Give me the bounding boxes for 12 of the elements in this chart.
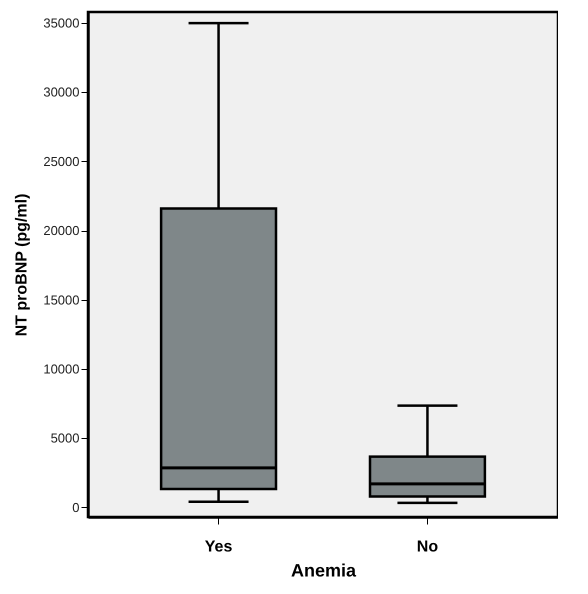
y-tick-label: 35000 xyxy=(43,16,80,31)
y-tick-label: 10000 xyxy=(43,361,80,376)
x-tick-label: No xyxy=(416,538,438,556)
y-tick-label: 30000 xyxy=(43,84,80,100)
y-tick-label: 15000 xyxy=(43,292,80,308)
x-tick-label: Yes xyxy=(204,538,232,556)
y-tick-label: 0 xyxy=(72,500,80,515)
y-tick-label: 5000 xyxy=(50,430,80,446)
y-axis-title: NT proBNP (pg/ml) xyxy=(13,194,30,336)
y-tick-label: 20000 xyxy=(43,223,80,238)
x-axis-title: Anemia xyxy=(290,560,357,580)
y-tick-label: 25000 xyxy=(43,154,80,169)
